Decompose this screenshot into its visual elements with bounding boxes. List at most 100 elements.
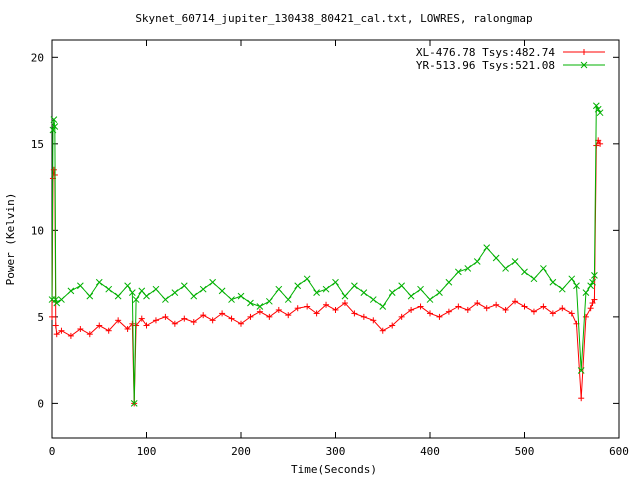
data-point [77, 325, 84, 332]
data-point [58, 327, 65, 334]
data-point [209, 317, 216, 324]
data-point [303, 275, 311, 283]
data-point [143, 322, 150, 329]
data-point [143, 292, 150, 300]
data-point [492, 254, 500, 262]
data-point [180, 282, 188, 290]
data-point [313, 310, 320, 317]
data-point [58, 296, 65, 303]
data-point [49, 313, 55, 320]
data-point [256, 308, 263, 315]
data-point [190, 292, 198, 300]
data-point [360, 289, 368, 296]
data-point [398, 282, 406, 290]
data-point [512, 298, 519, 305]
data-point [408, 306, 415, 313]
y-axis: 0 5 10 15 20 [31, 51, 619, 410]
data-point [445, 278, 453, 286]
data-point [388, 289, 396, 296]
data-point [379, 303, 387, 310]
data-point [341, 300, 348, 307]
data-point [589, 300, 596, 307]
data-point [540, 265, 547, 272]
data-point [582, 313, 589, 320]
x-axis-label: Time(Seconds) [291, 463, 377, 476]
data-point [128, 289, 136, 296]
legend-label: XL-476.78 Tsys:482.74 [416, 46, 555, 59]
data-point [53, 299, 61, 307]
data-point [218, 287, 226, 295]
legend-label: YR-513.96 Tsys:521.08 [416, 59, 555, 72]
data-point [370, 317, 377, 324]
series-xl [49, 137, 604, 407]
data-point [237, 292, 245, 300]
data-point [369, 296, 377, 303]
x-tick-label: 400 [420, 445, 440, 458]
data-point [105, 327, 112, 334]
data-point [219, 310, 226, 317]
data-point [304, 303, 311, 310]
data-point [52, 322, 59, 329]
data-point [436, 289, 443, 296]
data-point [549, 278, 557, 286]
data-point [483, 244, 491, 252]
data-point [389, 322, 396, 329]
data-point [86, 331, 93, 338]
data-point [474, 300, 481, 307]
data-point [591, 271, 598, 279]
series-yr [48, 102, 604, 407]
series-line [51, 139, 601, 404]
data-point [275, 285, 283, 293]
data-point [294, 305, 301, 312]
data-point [473, 258, 481, 265]
data-point [591, 296, 598, 303]
data-point [50, 116, 58, 123]
data-point [138, 315, 145, 322]
data-point [190, 319, 197, 326]
data-point [152, 317, 159, 324]
data-point [530, 275, 538, 283]
data-point [51, 123, 59, 130]
legend-marker [580, 61, 588, 69]
data-point [573, 282, 580, 290]
data-point [582, 289, 590, 296]
data-point [284, 296, 292, 303]
data-point [592, 102, 600, 110]
data-point [587, 305, 594, 312]
x-tick-label: 0 [49, 445, 56, 458]
y-tick-label: 10 [31, 224, 44, 237]
series-layer [48, 102, 604, 407]
data-point [464, 306, 471, 313]
data-point [228, 296, 235, 303]
data-point [95, 278, 103, 286]
data-point [285, 312, 292, 319]
data-point [493, 301, 500, 308]
data-point [589, 278, 596, 286]
data-point [559, 305, 566, 312]
plot-frame [51, 39, 620, 439]
data-point [341, 292, 349, 300]
data-point [464, 265, 472, 272]
data-point [398, 313, 405, 320]
data-point [49, 126, 57, 134]
data-point [115, 317, 122, 324]
data-point [483, 305, 490, 312]
data-point [332, 306, 339, 313]
y-tick-label: 15 [31, 138, 44, 151]
data-point [171, 289, 179, 296]
data-point [209, 278, 217, 286]
data-point [275, 306, 282, 313]
data-point [322, 285, 330, 293]
data-point [238, 320, 244, 327]
x-tick-label: 100 [137, 445, 157, 458]
data-point [114, 292, 122, 300]
legend-marker [581, 49, 587, 55]
data-point [568, 310, 575, 317]
data-point [577, 367, 585, 374]
data-point [417, 303, 424, 310]
x-tick-label: 500 [515, 445, 535, 458]
data-point [426, 296, 434, 303]
data-point [417, 285, 424, 293]
data-point [105, 285, 113, 293]
